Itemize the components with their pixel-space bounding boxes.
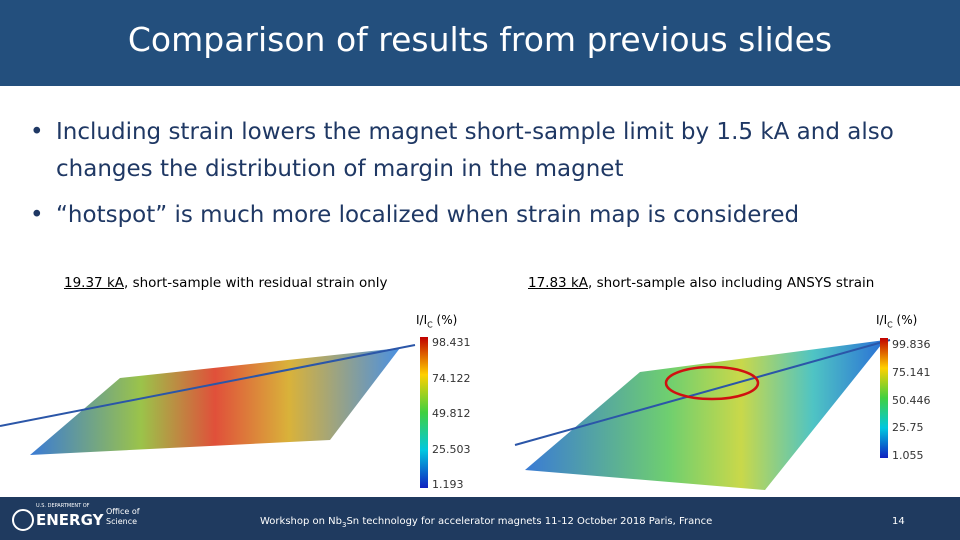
office: Office of Science <box>106 507 140 527</box>
bullet-text: Including strain lowers the magnet short… <box>56 119 894 182</box>
footer-text: Workshop on Nb3Sn technology for acceler… <box>260 516 712 529</box>
caption: 19.37 kA, short-sample with residual str… <box>64 275 388 291</box>
colorbar-label: 99.836 <box>892 338 931 351</box>
mesh <box>525 340 885 490</box>
t: (%) <box>892 313 918 327</box>
bullet-text: “hotspot” is much more localized when st… <box>56 202 800 228</box>
colorbar-label: 1.055 <box>892 449 924 462</box>
colorbar-label: 50.446 <box>892 393 931 407</box>
slide-title: Comparison of results from previous slid… <box>127 20 833 59</box>
colorbar-title: I/IC (%) <box>876 313 917 329</box>
caption: 17.83 kA, short-sample also including AN… <box>528 275 874 291</box>
hotspot-ellipse <box>664 365 760 401</box>
mesh <box>30 348 400 455</box>
footer: U.S. DEPARTMENT OF ENERGY Office of Scien… <box>0 497 960 540</box>
conductor-line <box>514 339 891 446</box>
office-line: Science <box>106 517 138 526</box>
header-bar <box>0 0 960 86</box>
colorbar-label: 98.431 <box>432 336 471 349</box>
bullet: • Including strain lowers the magnet shor… <box>30 119 894 182</box>
t: I/I <box>416 313 428 327</box>
colorbar-label: 75.141 <box>892 365 931 379</box>
logo-seal <box>12 509 34 531</box>
colorbar <box>420 337 428 488</box>
t: Sn technology for accelerator magnets 11… <box>346 516 713 527</box>
t: (%) <box>432 313 458 327</box>
colorbar-label: 1.193 <box>432 478 464 491</box>
office-line: Office of <box>106 507 140 516</box>
colorbar-title: I/IC (%) <box>416 313 457 329</box>
conductor-line <box>0 344 416 427</box>
logo-top: U.S. DEPARTMENT OF <box>36 503 90 509</box>
page-number: 14 <box>892 516 905 527</box>
t: C <box>427 320 433 330</box>
colorbar-label: 74.122 <box>432 371 471 385</box>
colorbar-label: 25.503 <box>432 442 471 456</box>
caption-value: 17.83 kA <box>528 275 588 291</box>
caption-text: , short-sample with residual strain only <box>124 275 388 291</box>
colorbar-label: 49.812 <box>432 407 471 420</box>
t: 3 <box>341 521 347 529</box>
bullet: • “hotspot” is much more localized when s… <box>30 202 800 228</box>
caption-text: , short-sample also including ANSYS stra… <box>588 275 875 291</box>
t: C <box>887 320 893 330</box>
t: I/I <box>876 313 888 327</box>
logo-main: ENERGY <box>36 511 104 529</box>
colorbar <box>880 338 888 458</box>
colorbar-label: 25.75 <box>892 421 924 435</box>
caption-value: 19.37 kA <box>64 275 124 291</box>
t: Workshop on Nb <box>260 516 342 527</box>
